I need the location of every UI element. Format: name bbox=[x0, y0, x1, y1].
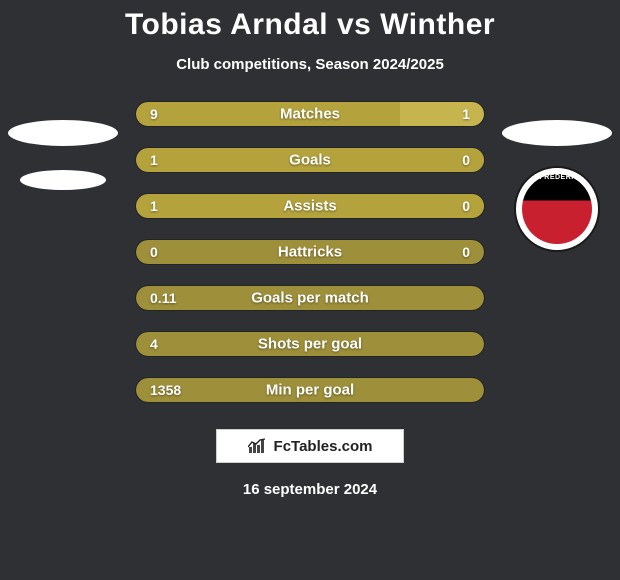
stat-bar-track: Goals per match 0.11 bbox=[135, 285, 485, 311]
stat-bar-track: Hattricks 0 0 bbox=[135, 239, 485, 265]
stat-label: Min per goal bbox=[266, 382, 354, 399]
page-title: Tobias Arndal vs Winther bbox=[125, 8, 495, 42]
stat-label: Hattricks bbox=[278, 244, 342, 261]
stat-row: Hattricks 0 0 bbox=[135, 239, 485, 265]
bar-chart-icon bbox=[248, 438, 268, 454]
stat-value-left: 1358 bbox=[150, 382, 181, 398]
stat-row: Goals per match 0.11 bbox=[135, 285, 485, 311]
stat-value-left: 1 bbox=[150, 152, 158, 168]
stat-label: Goals per match bbox=[251, 290, 369, 307]
stat-bar-track: Shots per goal 4 bbox=[135, 331, 485, 357]
stat-row: Assists 1 0 bbox=[135, 193, 485, 219]
stat-bar-fill-left bbox=[136, 102, 400, 126]
stat-bar-track: Assists 1 0 bbox=[135, 193, 485, 219]
stat-bar-fill-right bbox=[400, 102, 484, 126]
brand-badge: FcTables.com bbox=[216, 429, 404, 463]
stat-row: Goals 1 0 bbox=[135, 147, 485, 173]
comparison-infographic: Tobias Arndal vs Winther Club competitio… bbox=[0, 0, 620, 580]
stat-label: Assists bbox=[283, 198, 336, 215]
stat-value-left: 9 bbox=[150, 106, 158, 122]
stat-row: Min per goal 1358 bbox=[135, 377, 485, 403]
stat-row: Shots per goal 4 bbox=[135, 331, 485, 357]
page-subtitle: Club competitions, Season 2024/2025 bbox=[176, 56, 444, 73]
stat-value-left: 0 bbox=[150, 244, 158, 260]
stat-label: Goals bbox=[289, 152, 331, 169]
footer-date: 16 september 2024 bbox=[243, 481, 377, 498]
stat-value-left: 1 bbox=[150, 198, 158, 214]
brand-text: FcTables.com bbox=[274, 438, 373, 455]
stat-bar-track: Min per goal 1358 bbox=[135, 377, 485, 403]
stat-value-right: 0 bbox=[462, 152, 470, 168]
stat-label: Shots per goal bbox=[258, 336, 362, 353]
stat-value-right: 0 bbox=[462, 244, 470, 260]
stat-value-right: 0 bbox=[462, 198, 470, 214]
stat-value-right: 1 bbox=[462, 106, 470, 122]
stat-row: Matches 9 1 bbox=[135, 101, 485, 127]
stat-label: Matches bbox=[280, 106, 340, 123]
stat-bar-track: Matches 9 1 bbox=[135, 101, 485, 127]
stat-value-left: 4 bbox=[150, 336, 158, 352]
stat-bar-track: Goals 1 0 bbox=[135, 147, 485, 173]
stat-bars: Matches91Goals10Assists10Hattricks00Goal… bbox=[0, 101, 620, 403]
stat-value-left: 0.11 bbox=[150, 290, 176, 306]
